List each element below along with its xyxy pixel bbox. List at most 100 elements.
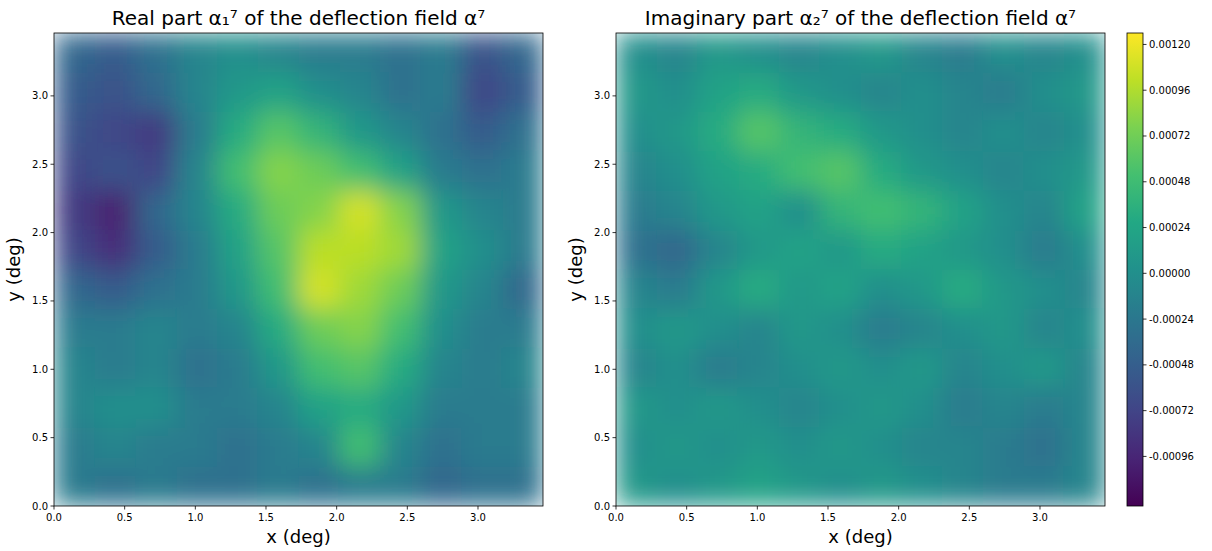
cell	[421, 427, 462, 467]
colorbar: 0.001200.000960.000720.000480.000240.000…	[1127, 33, 1194, 506]
x-tick-label: 3.0	[1032, 512, 1048, 523]
cell	[983, 151, 1024, 191]
cell	[657, 467, 698, 506]
cell	[1064, 348, 1105, 388]
cell	[380, 72, 421, 112]
cell	[738, 348, 779, 388]
cell	[698, 467, 739, 506]
cell	[779, 427, 820, 467]
x-tick-label: 2.5	[399, 512, 415, 523]
cell	[1024, 151, 1065, 191]
cell	[1064, 309, 1105, 349]
cell	[983, 467, 1024, 506]
cell	[820, 151, 861, 191]
cell	[779, 467, 820, 506]
x-tick-label: 1.0	[187, 512, 203, 523]
cell	[901, 72, 942, 112]
cell	[54, 388, 95, 428]
cell	[421, 270, 462, 310]
cell	[54, 270, 95, 310]
cell	[258, 112, 299, 152]
cell	[217, 309, 258, 349]
x-tick-label: 2.5	[961, 512, 977, 523]
cell	[258, 467, 299, 506]
colorbar-tick-label: 0.00024	[1149, 222, 1190, 233]
cell	[421, 191, 462, 231]
title: Imaginary part α₂⁷ of the deflection fie…	[645, 6, 1076, 30]
cell	[861, 427, 902, 467]
x-tick	[1039, 506, 1040, 510]
cell	[462, 309, 503, 349]
cell	[299, 388, 340, 428]
cell	[95, 388, 136, 428]
cell	[217, 191, 258, 231]
cell	[861, 72, 902, 112]
x-tick-label: 2.0	[891, 512, 907, 523]
cell	[502, 112, 543, 152]
cell	[616, 72, 657, 112]
y-tick-label: 0.5	[594, 432, 610, 443]
cell	[339, 270, 380, 310]
cell	[176, 348, 217, 388]
x-tick	[195, 506, 196, 510]
cell	[380, 309, 421, 349]
cell	[1064, 388, 1105, 428]
y-tick-label: 1.5	[32, 295, 48, 306]
cell	[820, 388, 861, 428]
cell	[258, 230, 299, 270]
cell	[820, 427, 861, 467]
cell	[258, 33, 299, 73]
cell	[95, 309, 136, 349]
cell	[1064, 33, 1105, 73]
cell	[779, 388, 820, 428]
cell	[299, 427, 340, 467]
cell	[502, 33, 543, 73]
cell	[299, 33, 340, 73]
y-tick	[51, 232, 55, 233]
cell	[942, 348, 983, 388]
cell	[95, 427, 136, 467]
cell	[738, 112, 779, 152]
cell	[698, 309, 739, 349]
cell	[779, 348, 820, 388]
x-tick-label: 0.5	[117, 512, 133, 523]
y-tick	[613, 506, 617, 507]
cell	[176, 270, 217, 310]
cell	[380, 388, 421, 428]
cell	[820, 191, 861, 231]
cell	[901, 33, 942, 73]
frame	[54, 33, 543, 506]
cell	[339, 151, 380, 191]
cell	[462, 388, 503, 428]
cell	[901, 309, 942, 349]
cell	[136, 33, 177, 73]
cell	[217, 270, 258, 310]
y-tick	[51, 437, 55, 438]
colorbar-tick-label: -0.00096	[1149, 451, 1194, 462]
cell	[616, 388, 657, 428]
cell	[217, 151, 258, 191]
cell	[421, 33, 462, 73]
cell	[95, 33, 136, 73]
y-axis-title: y (deg)	[565, 237, 586, 301]
cell	[339, 230, 380, 270]
cell	[942, 270, 983, 310]
cell	[502, 72, 543, 112]
y-tick	[613, 300, 617, 301]
cell-group	[54, 33, 543, 506]
cell	[339, 388, 380, 428]
cell	[1024, 191, 1065, 231]
cell	[136, 112, 177, 152]
cell	[380, 270, 421, 310]
cell	[421, 112, 462, 152]
cell	[820, 348, 861, 388]
y-tick-label: 2.5	[594, 159, 610, 170]
cell	[901, 348, 942, 388]
cell	[738, 191, 779, 231]
colorbar-tick-label: 0.00000	[1149, 268, 1190, 279]
colorbar-tick-label: 0.00120	[1149, 39, 1190, 50]
cell	[861, 309, 902, 349]
colorbar-tick	[1143, 364, 1147, 365]
cell	[942, 427, 983, 467]
cell	[136, 151, 177, 191]
